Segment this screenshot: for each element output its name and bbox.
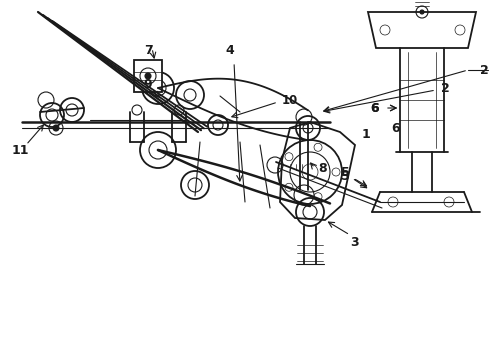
Text: 3: 3 [350,235,359,248]
Text: 5: 5 [341,166,349,179]
Text: 11: 11 [11,144,29,157]
Text: 4: 4 [225,44,234,57]
Text: 10: 10 [282,94,298,107]
Text: 2: 2 [441,81,449,94]
Circle shape [145,73,151,79]
Text: 1: 1 [362,129,371,141]
Bar [134,60,162,92]
Text: 9: 9 [144,78,152,91]
Text: 6: 6 [392,122,400,135]
Text: 7: 7 [144,44,152,57]
Text: 5: 5 [341,170,349,183]
Text: 8: 8 [318,162,327,175]
Text: 2: 2 [480,63,489,77]
Text: 6: 6 [371,102,379,114]
Circle shape [53,125,59,131]
Circle shape [420,10,424,14]
Text: 6: 6 [371,102,379,114]
